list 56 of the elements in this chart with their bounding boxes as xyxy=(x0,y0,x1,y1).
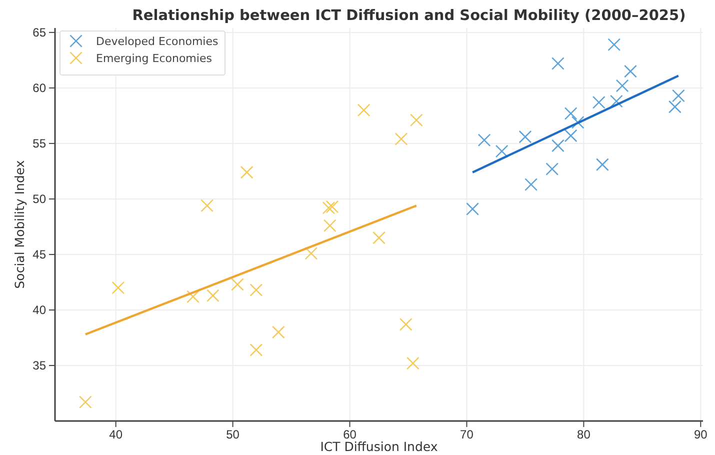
point xyxy=(186,290,200,304)
x-tick-label: 40 xyxy=(109,428,123,442)
x-tick-label: 60 xyxy=(343,428,357,442)
point xyxy=(78,396,92,409)
point xyxy=(326,200,339,214)
y-tick-label: 65 xyxy=(32,25,46,40)
point xyxy=(478,134,491,147)
point xyxy=(571,116,584,129)
point xyxy=(357,104,370,117)
point xyxy=(231,278,244,291)
y-tick-label: 50 xyxy=(32,192,46,206)
point xyxy=(668,100,682,114)
point xyxy=(624,64,637,78)
x-tick-label: 80 xyxy=(577,428,591,442)
x-tick-label: 70 xyxy=(460,428,474,442)
y-tick-label: 40 xyxy=(32,302,46,317)
point xyxy=(399,318,412,331)
x-tick-label: 50 xyxy=(226,428,240,442)
point xyxy=(596,158,609,172)
legend-label: Emerging Economies xyxy=(96,52,212,65)
point xyxy=(323,219,336,232)
point xyxy=(518,130,532,144)
point xyxy=(206,289,220,302)
point xyxy=(394,132,408,146)
point xyxy=(672,89,685,102)
point xyxy=(200,199,214,212)
point xyxy=(322,201,336,214)
y-axis-title: Social Mobility Index xyxy=(12,160,27,289)
point xyxy=(564,129,578,142)
y-tick-label: 35 xyxy=(32,358,46,372)
point xyxy=(250,284,263,296)
point xyxy=(304,246,318,260)
point xyxy=(250,343,263,356)
point xyxy=(551,139,564,152)
y-tick-label: 55 xyxy=(32,136,46,150)
point xyxy=(610,94,623,108)
point xyxy=(524,178,538,191)
point xyxy=(546,162,559,176)
point xyxy=(372,231,386,244)
point xyxy=(551,57,564,70)
y-tick-label: 60 xyxy=(32,80,46,95)
legend-label: Developed Economies xyxy=(96,35,218,48)
point xyxy=(564,107,578,120)
point xyxy=(272,326,285,339)
point xyxy=(616,79,629,92)
chart-title: Relationship between ICT Diffusion and Social Mobility (2000–2025) xyxy=(132,8,686,24)
point xyxy=(466,202,480,216)
point xyxy=(608,38,621,52)
point xyxy=(112,281,125,294)
x-tick-label: 90 xyxy=(694,428,708,442)
point xyxy=(240,166,254,179)
point xyxy=(410,114,423,127)
x-axis-title: ICT Diffusion Index xyxy=(320,439,438,454)
point xyxy=(592,96,606,109)
y-tick-label: 45 xyxy=(32,247,46,262)
point xyxy=(406,356,420,370)
